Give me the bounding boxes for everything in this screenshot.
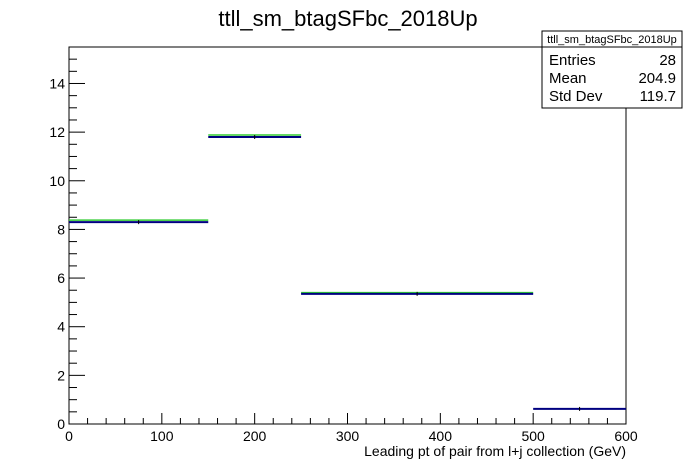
- x-tick-label: 200: [243, 428, 267, 444]
- stats-box: ttll_sm_btagSFbc_2018Up Entries 28 Mean …: [541, 30, 683, 109]
- stats-box-frame: [541, 30, 683, 109]
- y-tick-label: 4: [57, 319, 65, 335]
- y-tick-labels: 0 2 4 6 8 10 12 14: [49, 75, 65, 432]
- stats-histogram-name: ttll_sm_btagSFbc_2018Up: [547, 34, 677, 46]
- y-tick-label: 8: [57, 221, 65, 237]
- stats-entries-value: 28: [659, 52, 676, 69]
- stats-mean-label: Mean: [549, 70, 587, 87]
- stats-stddev-label: Std Dev: [549, 88, 603, 105]
- y-tick-label: 0: [57, 416, 65, 432]
- x-axis-label: Leading pt of pair from l+j collection (…: [364, 443, 626, 459]
- y-tick-label: 14: [49, 75, 65, 91]
- chart-title: ttll_sm_btagSFbc_2018Up: [218, 6, 477, 31]
- x-tick-labels: 0 100 200 300 400 500 600: [65, 428, 638, 444]
- y-tick-label: 6: [57, 270, 65, 286]
- stats-mean-value: 204.9: [638, 70, 676, 87]
- axis-ticks: [68, 46, 627, 425]
- y-tick-label: 12: [49, 124, 65, 140]
- x-tick-label: 0: [65, 428, 73, 444]
- x-tick-label: 600: [614, 428, 638, 444]
- y-tick-label: 10: [49, 173, 65, 189]
- y-tick-label: 2: [57, 367, 65, 383]
- stats-stddev-value: 119.7: [640, 88, 676, 105]
- x-tick-label: 300: [336, 428, 360, 444]
- histogram-bins: [69, 134, 626, 411]
- x-tick-label: 500: [521, 428, 545, 444]
- overlay-series: [69, 134, 534, 294]
- x-tick-label: 100: [150, 428, 174, 444]
- stats-entries-label: Entries: [549, 52, 596, 69]
- x-tick-label: 400: [429, 428, 453, 444]
